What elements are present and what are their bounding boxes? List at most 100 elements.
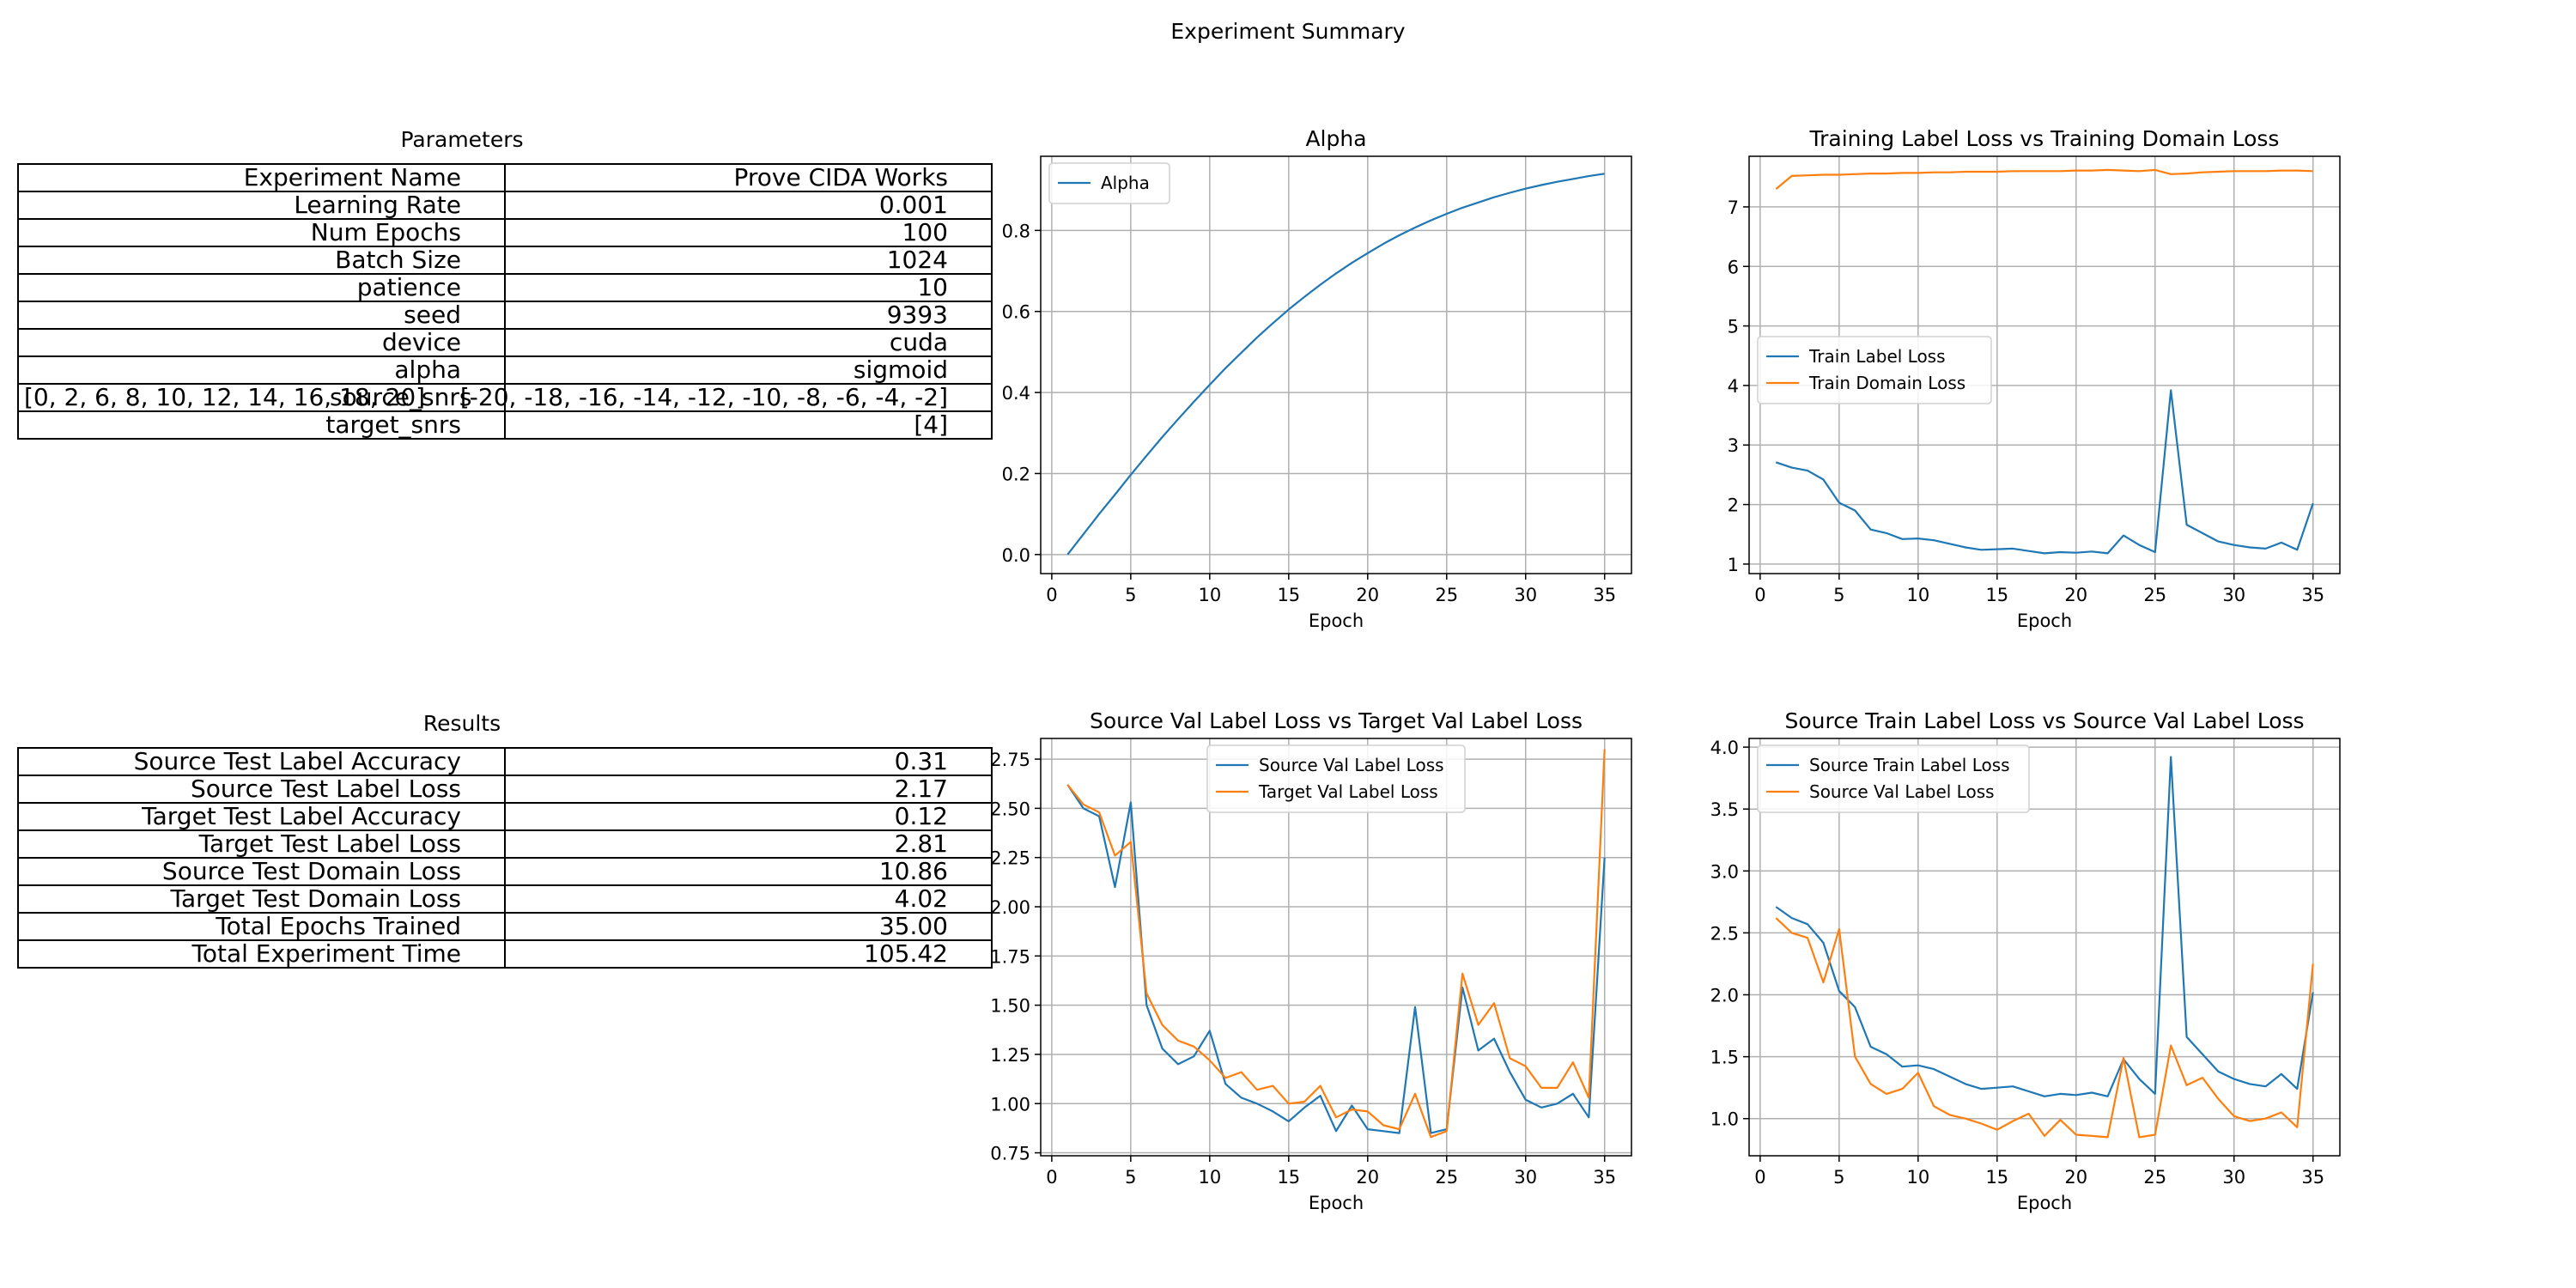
param-value-label: source_snrs [330,383,472,411]
result-value: 0.31 [504,747,993,776]
x-tick-label: 5 [1125,1167,1136,1188]
y-tick-label: 2.75 [990,750,1030,770]
param-row: Learning Rate 0.001 [17,191,993,220]
alpha-chart: Alpha 0 5 10 15 20 25 30 35 0.0 0.2 0.4 0.6 0.8 Epoch A… [1002,126,1632,631]
result-row: Total Experiment Time 105.42 [17,939,993,969]
chart-title: Training Label Loss vs Training Domain L… [1809,126,2280,151]
y-tick-label: 2.0 [1710,986,1739,1006]
x-tick-label: 35 [1593,585,1616,605]
result-row: Target Test Label Accuracy 0.12 [17,802,993,831]
y-tick-label: 3.5 [1710,799,1739,820]
result-row: Source Test Label Loss 2.17 [17,775,993,804]
figure-title: Experiment Summary [1170,19,1406,44]
x-tick-label: 10 [1198,585,1221,605]
result-key: Total Epochs Trained [17,912,506,941]
series-line-1 [1066,784,1606,1134]
param-row: Num Epochs 100 [17,218,993,247]
x-tick-label: 30 [2222,585,2245,605]
series-line-2 [1066,749,1606,1139]
legend-label: Source Train Label Loss [1809,755,2010,775]
param-row: device cuda [17,328,993,357]
param-key: alpha [17,355,506,385]
chart-title: Source Train Label Loss vs Source Val La… [1784,708,2304,733]
x-tick-label: 5 [1833,585,1844,605]
parameters-table: Experiment Name Prove CIDA Works Learning … [17,163,993,440]
result-value: 2.81 [504,829,993,859]
x-tick-label: 30 [2222,1167,2245,1188]
x-tick-label: 30 [1514,1167,1537,1188]
y-tick-label: 2.5 [1710,923,1739,944]
x-tick-label: 20 [2064,585,2087,605]
param-row: Batch Size 1024 [17,246,993,275]
param-key: Learning Rate [17,191,506,220]
result-row: Source Test Domain Loss 10.86 [17,857,993,886]
param-value: 100 [504,218,993,247]
legend-box [1757,744,2030,813]
x-tick-label: 0 [1046,1167,1057,1188]
param-key: device [17,328,506,357]
param-row: Experiment Name Prove CIDA Works [17,163,993,192]
result-row: Source Test Label Accuracy 0.31 [17,747,993,776]
param-key: Num Epochs [17,218,506,247]
legend-label: Alpha [1101,173,1150,193]
x-axis-label: Epoch [1309,611,1364,631]
x-axis-label: Epoch [2017,1193,2072,1213]
legend: Alpha [1048,162,1170,204]
param-value: cuda [504,328,993,357]
series-line-2 [1775,917,2314,1139]
param-key: patience [17,273,506,302]
x-tick-label: 5 [1833,1167,1844,1188]
x-tick-label: 15 [1277,585,1300,605]
training-loss-chart: Training Label Loss vs Training Domain L… [1728,126,2341,631]
x-tick-label: 35 [1593,1167,1616,1188]
series-line-1 [1066,173,1605,556]
x-tick-label: 0 [1754,585,1765,605]
chart-title: Alpha [1305,126,1366,151]
x-tick-label: 10 [1198,1167,1221,1188]
param-row: alpha sigmoid [17,355,993,385]
series-line-1 [1775,756,2314,1097]
legend-label: Target Val Label Loss [1258,781,1438,802]
x-tick-label: 25 [2143,585,2166,605]
parameters-title: Parameters [400,127,524,152]
series-line-2 [1775,168,2313,190]
y-tick-label: 1.00 [990,1094,1030,1115]
result-key: Source Test Label Loss [17,775,506,804]
result-value: 0.12 [504,802,993,831]
x-tick-label: 25 [1435,1167,1458,1188]
x-tick-label: 15 [1985,1167,2008,1188]
y-tick-label: 3.0 [1710,861,1739,882]
legend-label: Source Val Label Loss [1809,781,1995,802]
y-tick-label: 4.0 [1710,738,1739,758]
param-value-overflow: [-20, -18, -16, -14, -12, -10, -8, -6, -… [459,383,948,411]
x-tick-label: 20 [1356,585,1379,605]
chart-title: Source Val Label Loss vs Target Val Labe… [1090,708,1583,733]
legend-label: Train Label Loss [1808,346,1946,367]
param-key: seed [17,301,506,330]
y-tick-label: 0.0 [1002,545,1030,566]
x-tick-label: 10 [1906,585,1929,605]
legend-label: Train Domain Loss [1808,373,1965,393]
param-value: sigmoid [504,355,993,385]
param-value: 10 [504,273,993,302]
result-value: 2.17 [504,775,993,804]
y-tick-label: 0.8 [1002,221,1030,241]
x-axis-label: Epoch [1309,1193,1364,1213]
y-tick-label: 2.00 [990,897,1030,918]
series-line-1 [1775,389,2314,555]
result-value: 105.42 [504,939,993,969]
result-row: Total Epochs Trained 35.00 [17,912,993,941]
results-title: Results [422,711,501,736]
y-tick-label: 7 [1728,197,1739,218]
result-value: 10.86 [504,857,993,886]
y-tick-label: 2 [1728,495,1739,516]
legend-box [1048,162,1170,204]
y-tick-label: 0.6 [1002,302,1030,323]
legend-box [1206,744,1466,813]
param-value: [4] [504,410,993,440]
y-tick-label: 6 [1728,257,1739,277]
val-loss-chart: Source Val Label Loss vs Target Val Labe… [990,708,1632,1213]
param-value: source_snrs [-20, -18, -16, -14, -12, -10… [330,383,993,412]
y-tick-label: 2.50 [990,799,1030,819]
legend: Train Label Loss Train Domain Loss [1757,336,1992,404]
